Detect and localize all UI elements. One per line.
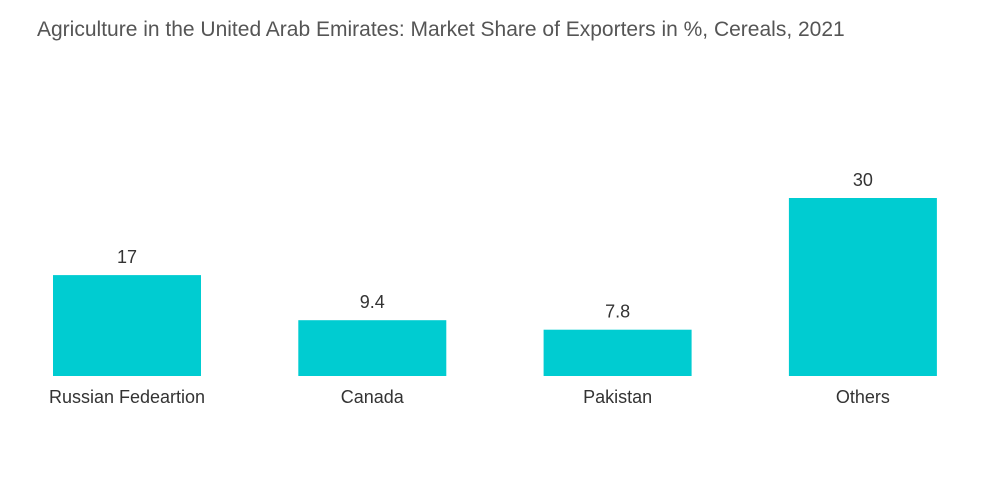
bar-others xyxy=(788,198,937,376)
bar-russian-fedeartion xyxy=(53,275,201,376)
category-label: Pakistan xyxy=(583,387,652,407)
value-label: 9.4 xyxy=(360,292,385,312)
bar-canada xyxy=(298,320,447,376)
bar-pakistan xyxy=(543,329,692,376)
category-label: Others xyxy=(836,387,890,407)
value-label: 7.8 xyxy=(605,302,630,322)
category-label: Russian Fedeartion xyxy=(49,387,205,407)
value-label: 30 xyxy=(853,170,873,190)
chart-title: Agriculture in the United Arab Emirates:… xyxy=(37,18,845,41)
value-label: 17 xyxy=(117,247,137,267)
category-label: Canada xyxy=(341,387,405,407)
